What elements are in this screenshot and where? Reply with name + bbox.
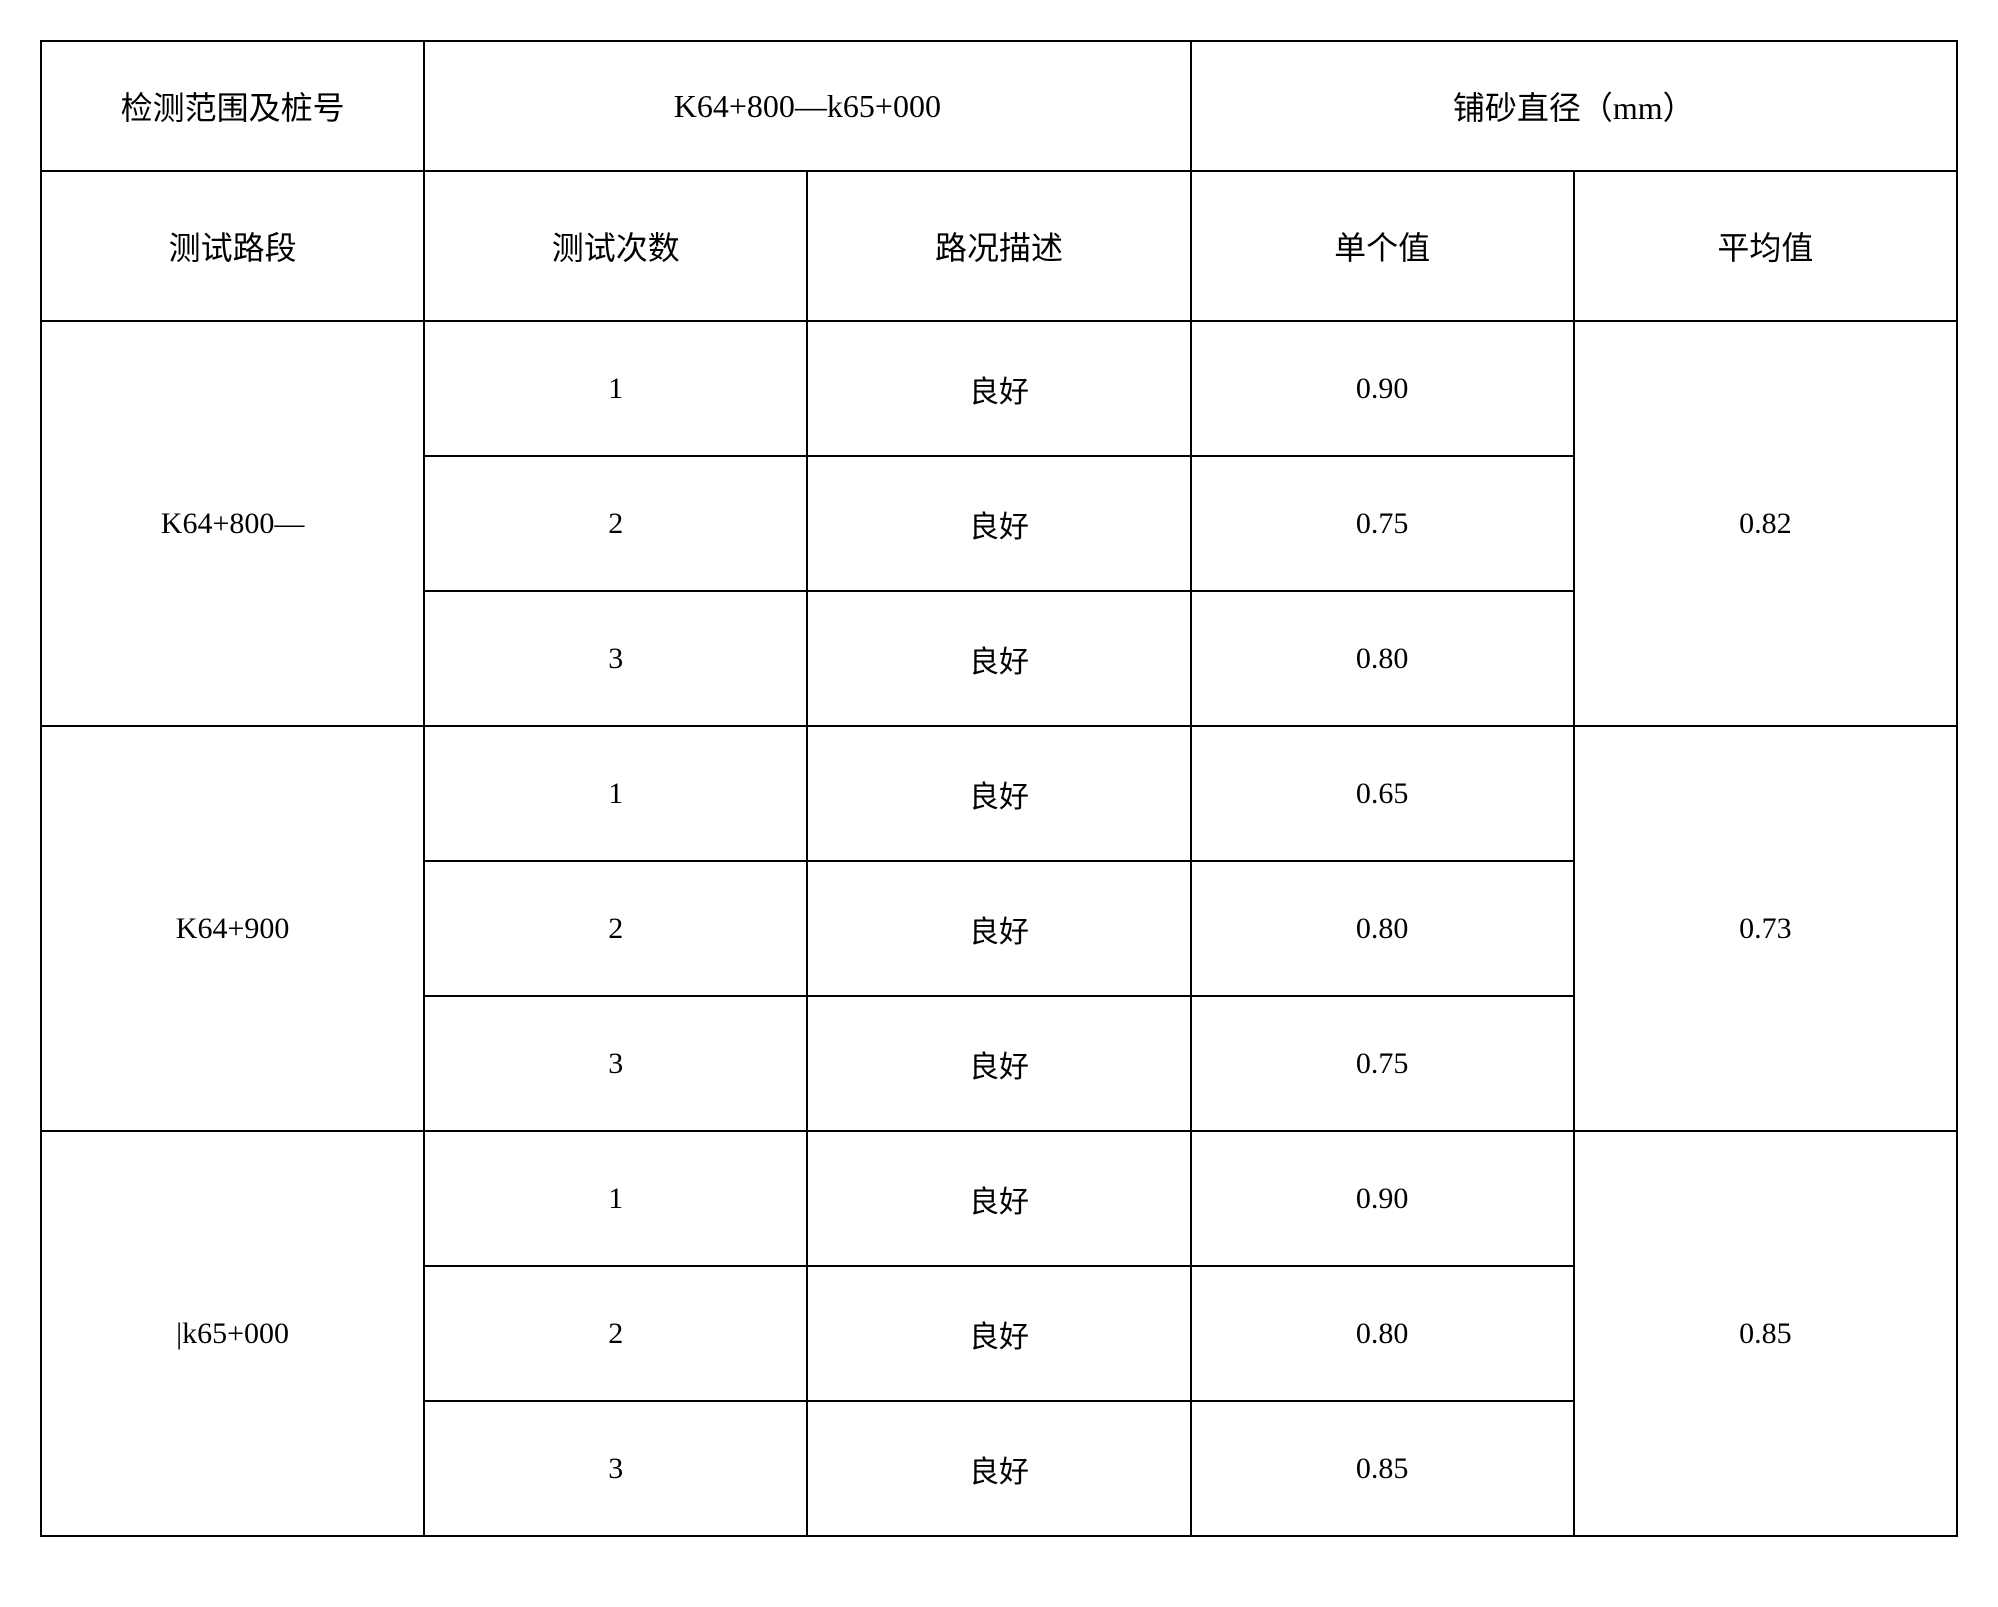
measurement-table: 检测范围及桩号 K64+800—k65+000 铺砂直径（mm） 测试路段 测试… [40,40,1958,1537]
average-cell: 0.85 [1574,1131,1957,1536]
header-diameter-label: 铺砂直径（mm） [1191,41,1957,171]
test-count-cell: 1 [424,321,807,456]
header-section: 测试路段 [41,171,424,321]
value-cell: 0.90 [1191,1131,1574,1266]
table-row: K64+800— 1 良好 0.90 0.82 [41,321,1957,456]
value-cell: 0.80 [1191,591,1574,726]
value-cell: 0.80 [1191,861,1574,996]
header-average: 平均值 [1574,171,1957,321]
value-cell: 0.85 [1191,1401,1574,1536]
value-cell: 0.75 [1191,996,1574,1131]
average-cell: 0.73 [1574,726,1957,1131]
test-count-cell: 3 [424,996,807,1131]
section-label: K64+900 [41,726,424,1131]
test-count-cell: 3 [424,591,807,726]
test-count-cell: 2 [424,456,807,591]
test-count-cell: 1 [424,726,807,861]
header-single-value: 单个值 [1191,171,1574,321]
test-count-cell: 1 [424,1131,807,1266]
value-cell: 0.90 [1191,321,1574,456]
table-row: |k65+000 1 良好 0.90 0.85 [41,1131,1957,1266]
table-header-row-2: 测试路段 测试次数 路况描述 单个值 平均值 [41,171,1957,321]
condition-cell: 良好 [807,1131,1190,1266]
header-test-count: 测试次数 [424,171,807,321]
table-container: 检测范围及桩号 K64+800—k65+000 铺砂直径（mm） 测试路段 测试… [40,40,1958,1537]
condition-cell: 良好 [807,861,1190,996]
table-header-row-1: 检测范围及桩号 K64+800—k65+000 铺砂直径（mm） [41,41,1957,171]
header-range-value: K64+800—k65+000 [424,41,1190,171]
section-label: |k65+000 [41,1131,424,1536]
condition-cell: 良好 [807,456,1190,591]
value-cell: 0.65 [1191,726,1574,861]
condition-cell: 良好 [807,321,1190,456]
average-cell: 0.82 [1574,321,1957,726]
test-count-cell: 2 [424,1266,807,1401]
condition-cell: 良好 [807,591,1190,726]
header-condition: 路况描述 [807,171,1190,321]
test-count-cell: 3 [424,1401,807,1536]
table-row: K64+900 1 良好 0.65 0.73 [41,726,1957,861]
header-range-label: 检测范围及桩号 [41,41,424,171]
condition-cell: 良好 [807,1266,1190,1401]
condition-cell: 良好 [807,726,1190,861]
section-label: K64+800— [41,321,424,726]
test-count-cell: 2 [424,861,807,996]
value-cell: 0.75 [1191,456,1574,591]
value-cell: 0.80 [1191,1266,1574,1401]
condition-cell: 良好 [807,1401,1190,1536]
condition-cell: 良好 [807,996,1190,1131]
